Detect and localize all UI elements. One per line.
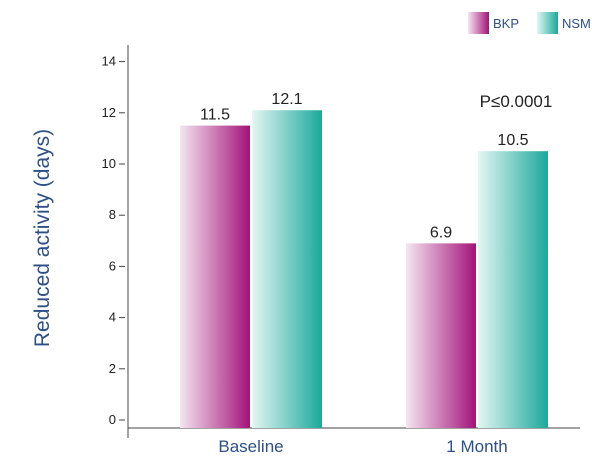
category-labels: Baseline 1 Month [218,437,507,456]
bars [180,110,548,429]
y-tick-label: 6 [109,258,116,273]
y-tick-label: 0 [109,412,116,427]
legend-swatch-nsm [537,12,558,34]
bar-nsm-1 [478,151,548,428]
y-tick-label: 4 [109,310,116,325]
legend-label-nsm: NSM [562,16,591,31]
bar-bkp-1 [406,243,476,428]
bar-value-label: 11.5 [200,107,230,124]
legend-swatch-bkp [468,12,489,34]
value-labels: 11.5 12.1 6.9 10.5 [200,91,529,241]
bar-value-label: 10.5 [497,132,528,149]
x-category-label: Baseline [218,437,283,456]
y-tick-label: 2 [109,361,116,376]
bar-bkp-0 [180,125,250,428]
bar-value-label: 12.1 [271,91,302,108]
y-tick-label: 12 [102,105,116,120]
legend-label-bkp: BKP [493,16,519,31]
p-value-annotation: P≤0.0001 [480,92,553,111]
y-axis-ticks: 0 2 4 6 8 10 12 14 [102,54,125,427]
y-tick-label: 10 [102,156,116,171]
bar-value-label: 6.9 [430,224,452,241]
x-category-label: 1 Month [446,437,507,456]
bar-nsm-0 [252,110,322,429]
y-axis-title: Reduced activity (days) [31,129,54,347]
y-tick-label: 8 [109,207,116,222]
y-tick-label: 14 [102,54,116,69]
legend: BKP NSM [468,12,591,34]
